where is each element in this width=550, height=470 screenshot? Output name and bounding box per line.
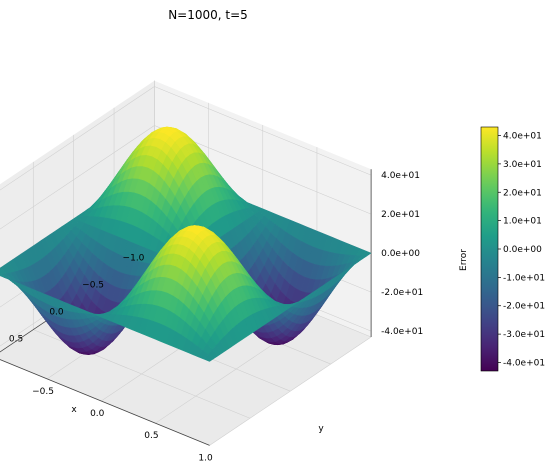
colorbar-tick-label: 4.0e+01 — [503, 132, 542, 142]
colorbar-tick-label: -4.0e+01 — [503, 358, 545, 368]
grid-line — [0, 125, 155, 230]
y-axis-line — [0, 359, 210, 446]
colorbar-tick-label: 2.0e+01 — [503, 188, 542, 198]
grid-line — [0, 86, 155, 191]
z-tick-label: 0.0e+00 — [381, 249, 420, 259]
chart-title: N=1000, t=5 — [168, 8, 248, 22]
y-tick-label: 1.0 — [198, 453, 213, 463]
z-axis-label: Error — [459, 249, 469, 271]
grid-line — [154, 86, 372, 176]
surface-patch — [0, 272, 3, 276]
colorbar-tick-label: -3.0e+01 — [503, 330, 545, 340]
y-tick-label: 0.0 — [90, 409, 105, 419]
colorbar-tick-label: -2.0e+01 — [503, 302, 545, 312]
z-tick-label: 2.0e+01 — [381, 210, 420, 220]
z-tick-label: -2.0e+01 — [381, 288, 423, 298]
colorbar-tick-label: 1.0e+01 — [503, 217, 542, 227]
colorbar-tick-label: 0.0e+00 — [503, 245, 542, 255]
z-tick-label: 4.0e+01 — [381, 171, 420, 181]
colorbar-bar — [480, 126, 499, 372]
z-tick-label: -4.0e+01 — [381, 327, 423, 337]
y-tick-label: −0.5 — [32, 387, 54, 397]
y-axis-label: y — [318, 424, 324, 434]
x-tick-label: −0.5 — [82, 280, 104, 290]
surface-patch — [203, 354, 215, 362]
colorbar: -4.0e+01 -3.0e+01 -2.0e+01 -1.0e+01 0.0e+00 1… — [480, 126, 545, 372]
y-tick-label: 0.5 — [144, 431, 158, 441]
tick-labels: −1.0−0.50.00.51.0−1.0−0.50.00.51.0-4.0e+… — [0, 171, 423, 463]
surface-mesh — [0, 126, 372, 362]
x-tick-label: −1.0 — [123, 253, 145, 263]
colorbar-tick-label: -1.0e+01 — [503, 273, 545, 283]
x-tick-label: 0.5 — [9, 335, 23, 345]
x-axis-label: x — [71, 405, 77, 415]
grid-line — [209, 336, 372, 446]
x-tick-label: 0.0 — [49, 308, 64, 318]
colorbar-tick-label: 3.0e+01 — [503, 160, 542, 170]
